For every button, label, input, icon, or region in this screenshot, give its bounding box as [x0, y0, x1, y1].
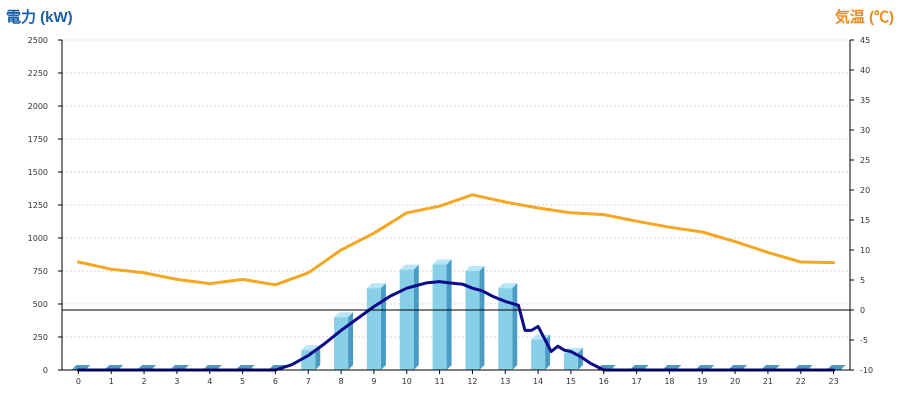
bar-top-face — [366, 283, 386, 289]
x-axis-tick-label: 15 — [566, 377, 576, 386]
left-axis-tick-label: 1500 — [28, 168, 48, 177]
bar-front-face — [301, 350, 316, 370]
bar-side-face — [380, 283, 386, 370]
x-axis-tick-label: 17 — [631, 377, 641, 386]
right-axis-tick-label: 0 — [860, 306, 865, 315]
left-axis-tick-label: 2000 — [28, 102, 48, 111]
x-axis-tick-label: 18 — [664, 377, 674, 386]
x-axis-tick-label: 11 — [434, 377, 444, 386]
right-axis-tick-label: -5 — [860, 336, 868, 345]
bar-series — [71, 259, 846, 370]
x-axis-tick-label: 3 — [174, 377, 179, 386]
x-axis-tick-label: 5 — [240, 377, 245, 386]
x-axis-tick-label: 13 — [500, 377, 510, 386]
x-axis-tick-label: 12 — [467, 377, 477, 386]
bar-front-face — [334, 317, 349, 370]
left-axis-tick-label: 2500 — [28, 36, 48, 45]
right-axis-tick-label: 35 — [860, 96, 870, 105]
x-axis-tick-label: 19 — [697, 377, 707, 386]
bar-side-face — [446, 259, 452, 370]
bar-8 — [334, 312, 354, 370]
x-axis-tick-label: 23 — [828, 377, 838, 386]
bar-side-face — [512, 283, 518, 370]
left-axis-tick-label: 500 — [33, 300, 48, 309]
x-axis-tick-label: 2 — [142, 377, 147, 386]
bar-top-face — [498, 283, 518, 289]
power-line — [76, 280, 836, 372]
bar-front-face — [399, 269, 414, 370]
x-axis-tick-label: 10 — [402, 377, 412, 386]
right-axis-tick-label: 30 — [860, 126, 870, 135]
axes: 02505007501000125015001750200022502500-1… — [28, 36, 873, 386]
right-axis-title: 気温 (℃) — [835, 8, 894, 26]
x-axis-tick-label: 22 — [796, 377, 806, 386]
left-axis-tick-label: 2250 — [28, 69, 48, 78]
bar-12 — [465, 266, 485, 370]
bar-11 — [432, 259, 452, 370]
x-axis-tick-label: 0 — [76, 377, 81, 386]
x-axis-tick-label: 7 — [306, 377, 311, 386]
left-axis-tick-label: 1250 — [28, 201, 48, 210]
bar-side-face — [577, 347, 583, 370]
bar-10 — [399, 264, 419, 370]
bar-front-face — [498, 288, 513, 370]
x-axis-tick-label: 20 — [730, 377, 740, 386]
right-axis-tick-label: 25 — [860, 156, 870, 165]
x-axis-tick-label: 21 — [763, 377, 773, 386]
right-axis-tick-label: 40 — [860, 66, 870, 75]
bar-top-face — [465, 266, 485, 271]
right-axis-tick-label: 15 — [860, 216, 870, 225]
left-axis-tick-label: 250 — [33, 333, 48, 342]
bar-top-face — [432, 259, 452, 265]
bar-top-face — [399, 264, 419, 270]
right-axis-tick-label: 5 — [860, 276, 865, 285]
bar-side-face — [479, 266, 485, 370]
left-axis-tick-label: 0 — [43, 366, 48, 375]
left-axis-tick-label: 750 — [33, 267, 48, 276]
bar-front-face — [563, 352, 578, 370]
x-axis-tick-label: 4 — [207, 377, 212, 386]
right-axis-tick-label: 10 — [860, 246, 870, 255]
temperature-line — [76, 193, 836, 287]
x-axis-tick-label: 6 — [273, 377, 278, 386]
bar-front-face — [432, 264, 447, 370]
left-axis-title: 電力 (kW) — [6, 8, 73, 26]
bar-13 — [498, 283, 518, 370]
right-axis-tick-label: -10 — [860, 366, 873, 375]
bar-front-face — [531, 339, 546, 370]
grid-lines — [62, 39, 850, 338]
bar-14 — [531, 334, 551, 370]
bar-side-face — [413, 264, 419, 370]
x-axis-tick-label: 1 — [109, 377, 114, 386]
x-axis-tick-label: 9 — [371, 377, 376, 386]
bar-side-face — [348, 312, 354, 370]
bar-9 — [366, 283, 386, 370]
right-axis-tick-label: 45 — [860, 36, 870, 45]
bar-front-face — [366, 288, 381, 370]
bar-front-face — [465, 271, 480, 370]
x-axis-tick-label: 16 — [599, 377, 609, 386]
left-axis-tick-label: 1000 — [28, 234, 48, 243]
x-axis-tick-label: 14 — [533, 377, 543, 386]
left-axis-tick-label: 1750 — [28, 135, 48, 144]
bar-top-face — [334, 312, 354, 318]
right-axis-tick-label: 20 — [860, 186, 870, 195]
line-series — [76, 193, 836, 372]
x-axis-tick-label: 8 — [339, 377, 344, 386]
